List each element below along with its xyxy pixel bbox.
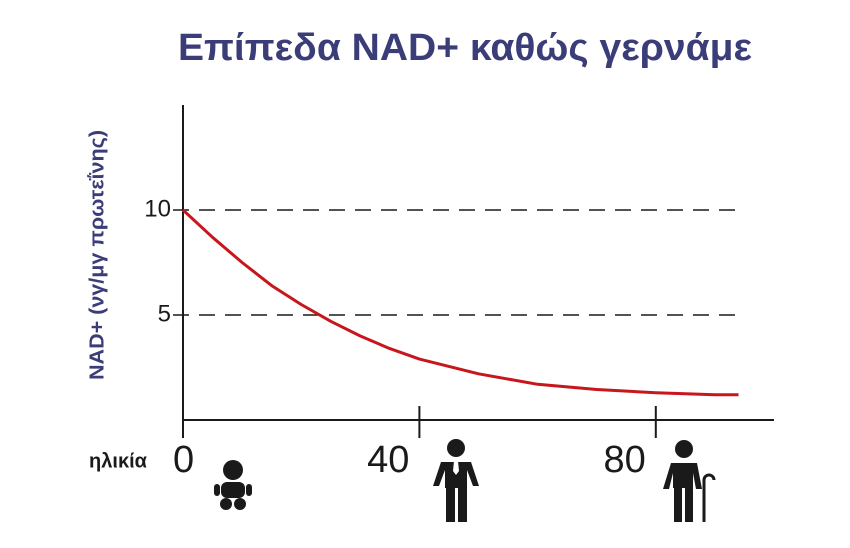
x-axis-label: ηλικία	[89, 450, 148, 472]
y-tick-label: 10	[144, 195, 171, 222]
x-tick-label: 80	[604, 439, 646, 481]
chart-title: Επίπεδα NAD+ καθώς γερνάμε	[178, 27, 752, 69]
x-tick-label: 0	[173, 439, 194, 481]
elder-icon	[663, 440, 716, 522]
y-axis-label: NAD+ (νγ/μγ πρωτεΐνης)	[86, 130, 108, 380]
baby-icon	[214, 460, 252, 510]
x-tick-label: 40	[367, 439, 409, 481]
data-line	[181, 208, 739, 397]
adult-icon	[433, 439, 479, 522]
y-tick-label: 5	[158, 300, 171, 327]
